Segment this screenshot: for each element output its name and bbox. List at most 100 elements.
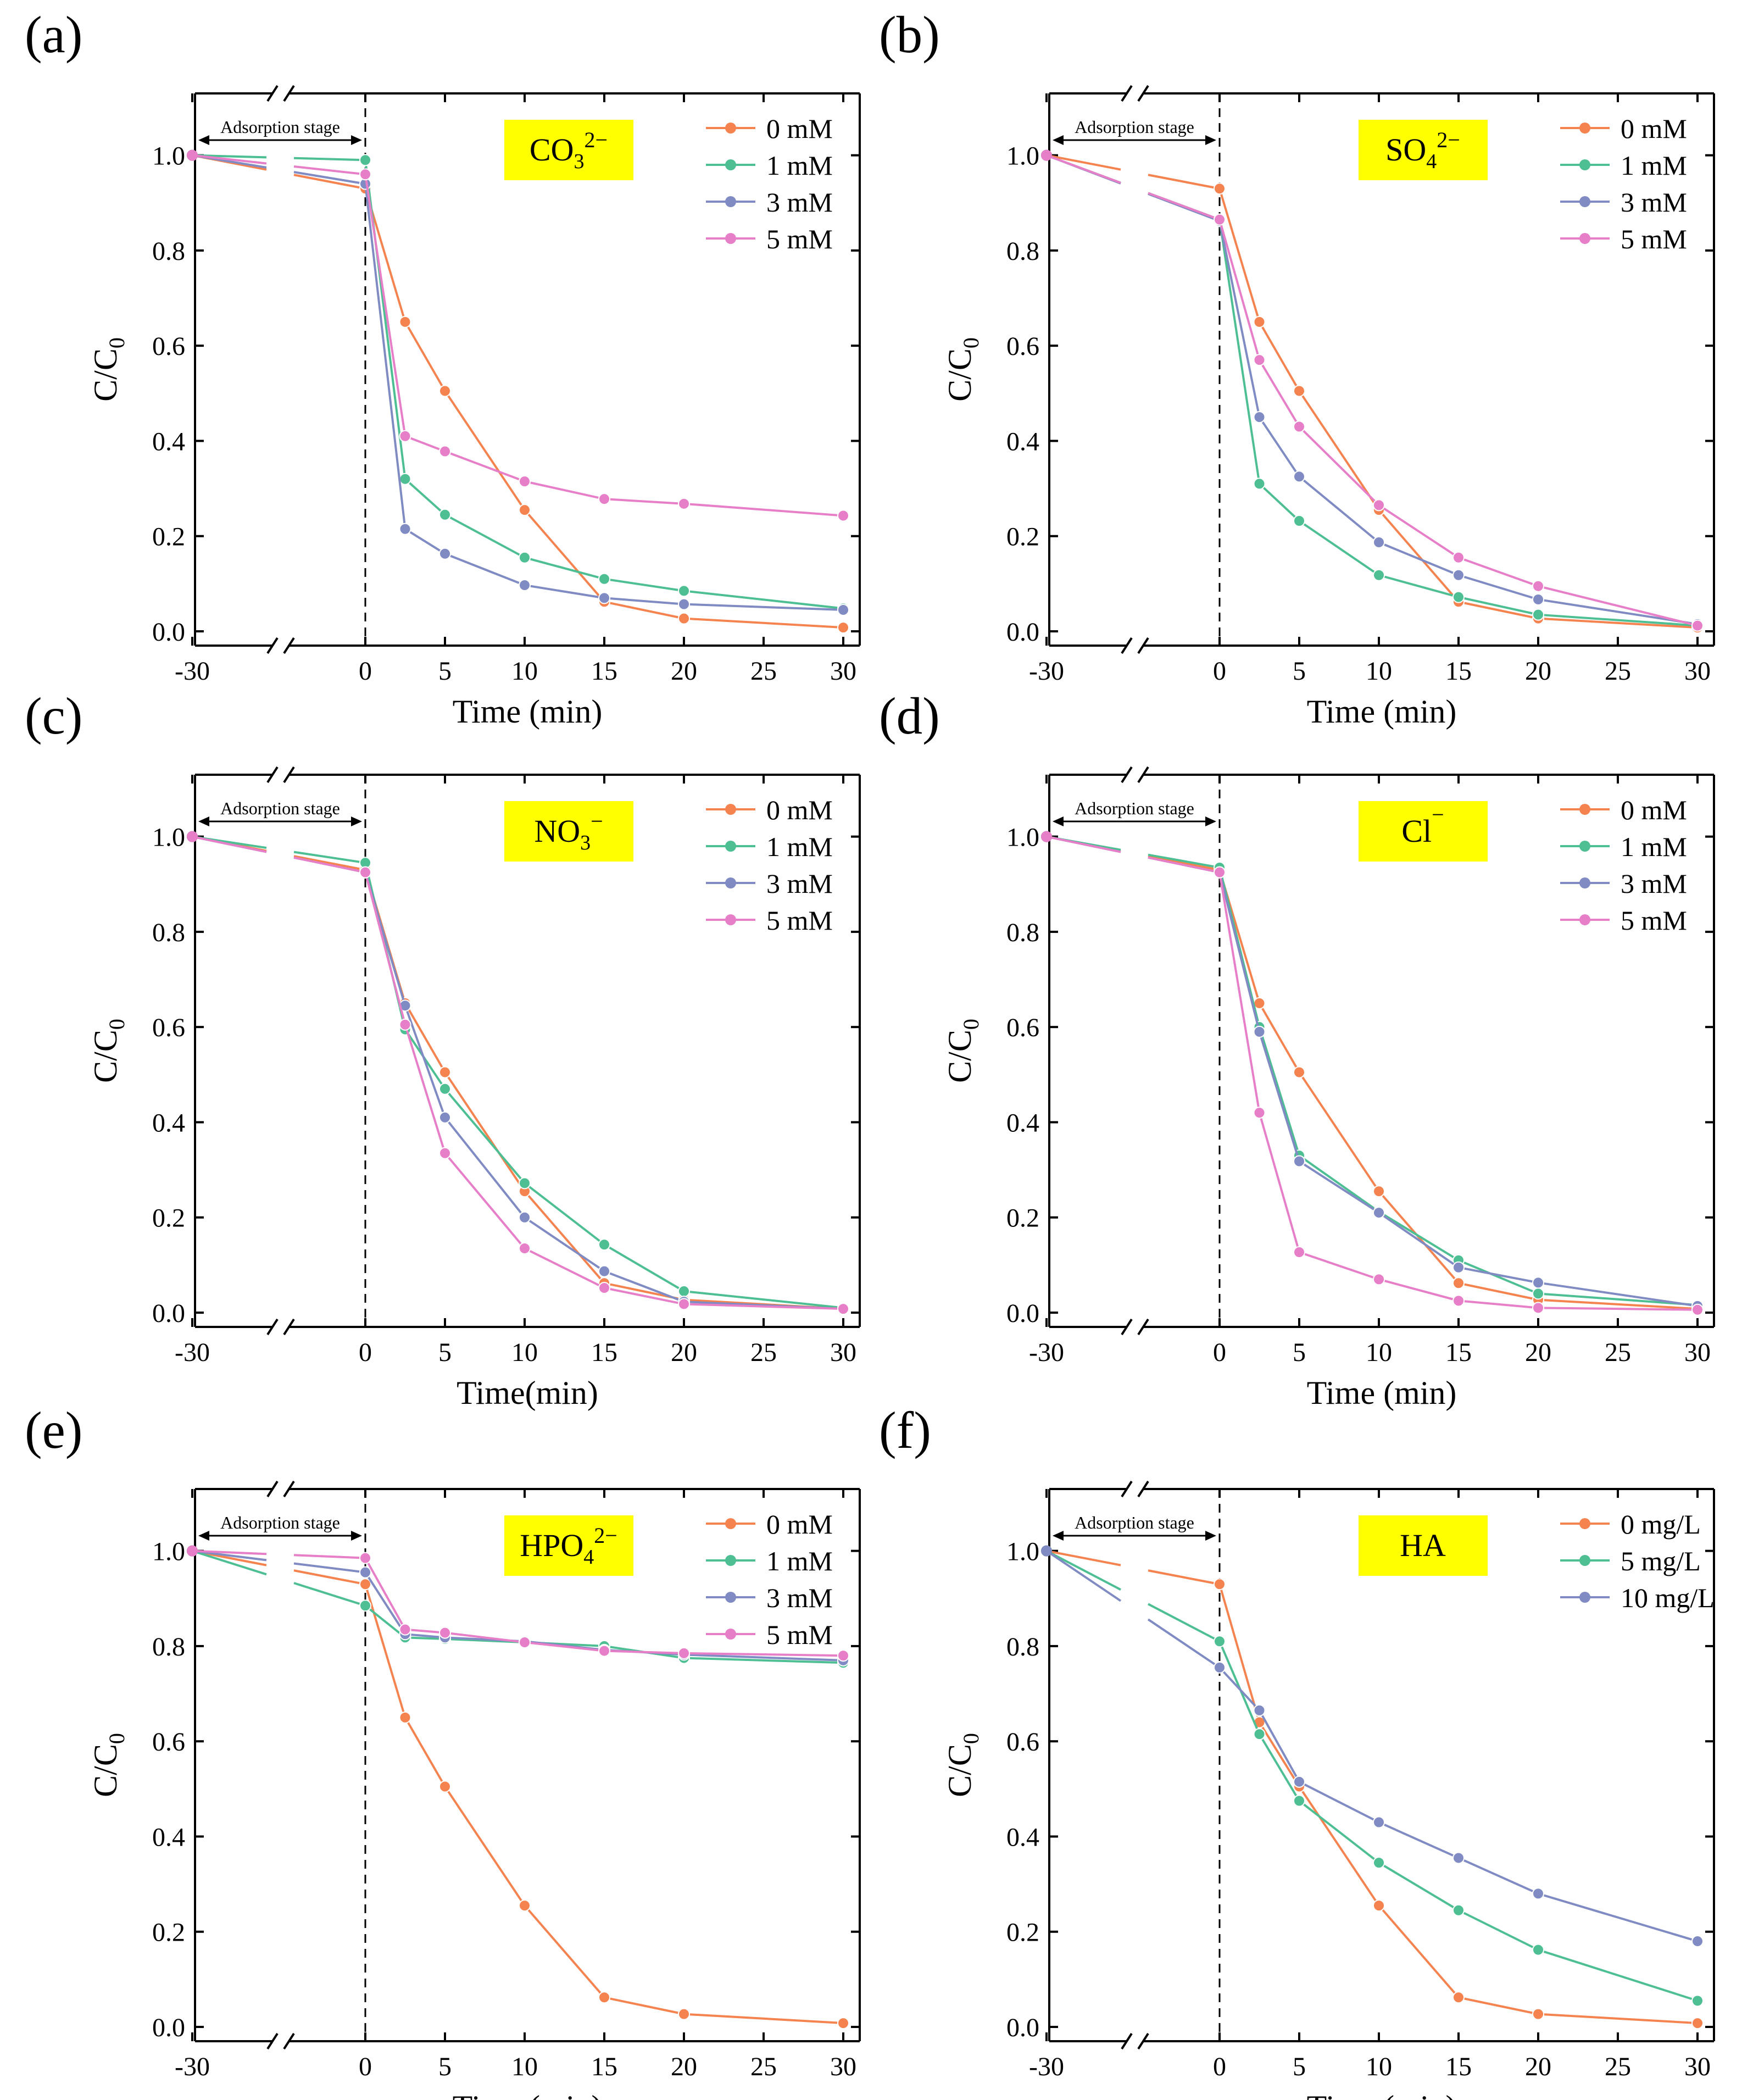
legend-marker bbox=[1579, 1518, 1590, 1529]
panel-label: (c) bbox=[25, 687, 82, 745]
data-point bbox=[598, 493, 610, 505]
axis-break-mark bbox=[283, 2032, 295, 2050]
legend-label: 3 mM bbox=[766, 187, 833, 218]
data-point bbox=[678, 1647, 690, 1659]
data-point bbox=[678, 598, 690, 610]
series-line bbox=[1218, 1641, 1698, 2002]
data-point bbox=[1452, 1991, 1465, 2004]
data-point bbox=[519, 1211, 531, 1224]
data-point bbox=[1373, 569, 1385, 581]
series-0 bbox=[1041, 1545, 1704, 2030]
data-point bbox=[598, 573, 610, 585]
x-tick-label: 30 bbox=[830, 657, 856, 686]
data-point bbox=[1253, 1025, 1266, 1038]
legend-marker bbox=[1579, 233, 1590, 244]
legend-label: 3 mM bbox=[1621, 868, 1687, 899]
data-point bbox=[359, 168, 371, 181]
axis-break-mark bbox=[283, 1318, 295, 1336]
data-point bbox=[1691, 1303, 1704, 1316]
data-point bbox=[1452, 591, 1465, 603]
series-adsorption-segment bbox=[1148, 853, 1220, 869]
series-line bbox=[1218, 872, 1698, 1311]
legend-marker bbox=[1579, 1555, 1590, 1566]
axis-break-mark bbox=[266, 637, 279, 654]
y-tick-label: 0.0 bbox=[152, 2013, 185, 2042]
chart-title: HA bbox=[1400, 1527, 1446, 1563]
panel-b: (b) 0.0 0.2 0.4 0.6 0.8 1.0 -30 0 5 10 15 20 25 30 Time… bbox=[879, 5, 1715, 730]
data-point bbox=[187, 831, 198, 842]
data-point bbox=[837, 509, 849, 522]
x-tick-label: 5 bbox=[1293, 1338, 1306, 1367]
panel-label: (f) bbox=[879, 1401, 931, 1459]
arrow-head-right bbox=[351, 1531, 362, 1541]
adsorption-label: Adsorption stage bbox=[220, 798, 340, 818]
x-tick-label: 5 bbox=[1293, 2052, 1306, 2081]
data-point bbox=[598, 1645, 610, 1657]
data-point bbox=[439, 1780, 451, 1793]
legend-marker bbox=[725, 877, 736, 888]
x-tick-label: 15 bbox=[591, 2052, 617, 2081]
x-axis-label: Time (min) bbox=[453, 2089, 603, 2100]
y-axis-label: C/C0 bbox=[87, 337, 129, 402]
data-point bbox=[1214, 866, 1226, 879]
series-adsorption-segment bbox=[293, 1562, 366, 1574]
axis-break-mark bbox=[1121, 637, 1133, 654]
series-line bbox=[1218, 1584, 1698, 2025]
y-tick-label: 0.8 bbox=[1006, 918, 1039, 947]
y-tick-label: 0.2 bbox=[1006, 1918, 1039, 1947]
data-point bbox=[1373, 1185, 1385, 1198]
series-adsorption-segment bbox=[1046, 1549, 1121, 1591]
chart-title: SO42− bbox=[1385, 127, 1460, 173]
data-point bbox=[1373, 1857, 1385, 1869]
data-point bbox=[439, 385, 451, 397]
chart-title: NO3− bbox=[534, 809, 603, 854]
data-point bbox=[837, 1649, 849, 1662]
x-tick-label: 15 bbox=[591, 657, 617, 686]
data-point bbox=[1452, 1277, 1465, 1290]
panel-label: (e) bbox=[25, 1401, 82, 1459]
data-point bbox=[678, 497, 690, 510]
series-adsorption-segment bbox=[1045, 1549, 1122, 1602]
data-point bbox=[359, 866, 371, 879]
x-tick-label: 5 bbox=[1293, 657, 1306, 686]
arrow-head-left bbox=[1053, 135, 1064, 145]
legend-label: 1 mM bbox=[766, 831, 833, 862]
axis-break-mark bbox=[283, 85, 295, 102]
axis-break-mark bbox=[266, 766, 279, 784]
data-point bbox=[439, 1147, 451, 1159]
legend-label: 0 mM bbox=[1621, 113, 1687, 144]
x-tick-label: 20 bbox=[671, 2052, 697, 2081]
series-line bbox=[1218, 219, 1698, 627]
axis-break-mark bbox=[266, 1318, 279, 1336]
series-adsorption-segment bbox=[192, 835, 267, 853]
data-point bbox=[598, 1265, 610, 1277]
x-tick-label: 15 bbox=[1445, 2052, 1472, 2081]
series-0 bbox=[187, 1545, 849, 2030]
x-tick-label: 25 bbox=[750, 2052, 777, 2081]
y-tick-label: 1.0 bbox=[152, 142, 185, 171]
x-tick-label: 30 bbox=[830, 2052, 856, 2081]
x-tick-label: 15 bbox=[591, 1338, 617, 1367]
data-point bbox=[1532, 2008, 1544, 2020]
y-tick-label: 0.2 bbox=[152, 1918, 185, 1947]
title-highlight bbox=[504, 801, 633, 862]
panel-c: (c) 0.0 0.2 0.4 0.6 0.8 1.0 -30 0 5 10 15 20 25 30 Time… bbox=[25, 687, 861, 1411]
y-tick-label: 0.8 bbox=[1006, 237, 1039, 266]
y-tick-label: 0.6 bbox=[1006, 1727, 1039, 1757]
x-tick-label: 30 bbox=[1684, 1338, 1711, 1367]
series-adsorption-segment bbox=[1148, 855, 1220, 871]
data-point bbox=[439, 508, 451, 521]
data-point bbox=[598, 1281, 610, 1294]
data-point bbox=[1452, 551, 1465, 564]
x-tick-label: 5 bbox=[438, 2052, 452, 2081]
y-tick-label: 0.0 bbox=[152, 1299, 185, 1328]
data-point bbox=[187, 1545, 198, 1557]
x-axis-label: Time (min) bbox=[1307, 2089, 1457, 2100]
axis-break-mark bbox=[266, 1480, 279, 1498]
data-point bbox=[678, 612, 690, 625]
data-point bbox=[439, 1626, 451, 1639]
data-point bbox=[1293, 470, 1305, 483]
y-axis-label: C/C0 bbox=[87, 1019, 129, 1083]
series-adsorption-segment bbox=[293, 851, 366, 864]
series-adsorption-segment bbox=[1046, 835, 1121, 853]
